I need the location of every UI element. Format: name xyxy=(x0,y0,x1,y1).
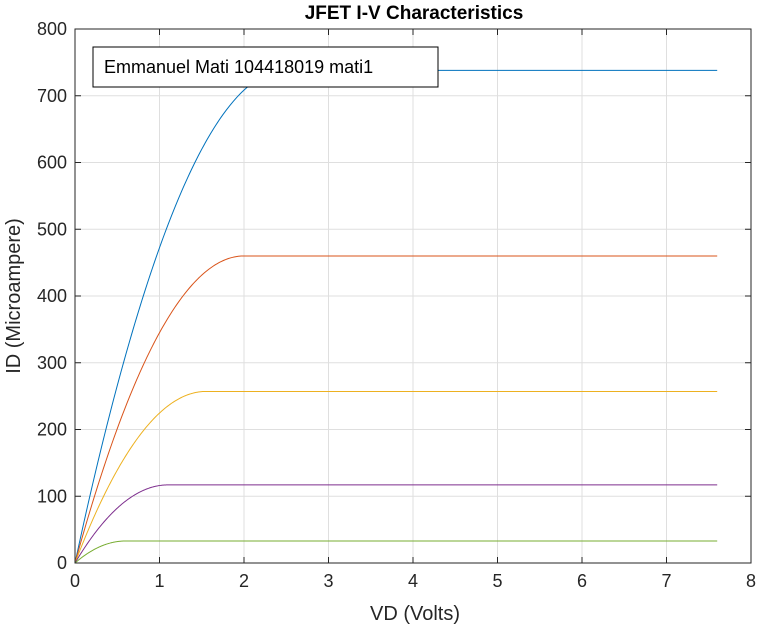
legend-entry: Emmanuel Mati 104418019 mati1 xyxy=(104,57,373,77)
y-axis-label: ID (Microampere) xyxy=(3,218,25,374)
x-tick-label: 4 xyxy=(408,571,418,591)
y-tick-label: 0 xyxy=(57,553,67,573)
legend: Emmanuel Mati 104418019 mati1 xyxy=(92,46,439,88)
series-line-5 xyxy=(74,540,718,564)
series-line-4 xyxy=(74,484,718,564)
y-tick-label: 200 xyxy=(37,420,67,440)
series-line-3 xyxy=(74,390,718,564)
y-tick-label: 600 xyxy=(37,153,67,173)
y-tick-label: 400 xyxy=(37,286,67,306)
legend-box xyxy=(92,46,439,88)
chart-title: JFET I-V Characteristics xyxy=(305,3,524,24)
y-tick-label: 100 xyxy=(37,486,67,506)
series-line-2 xyxy=(74,255,718,564)
x-tick-label: 8 xyxy=(746,571,756,591)
x-tick-label: 5 xyxy=(492,571,502,591)
x-axis-label: VD (Volts) xyxy=(370,603,460,625)
x-tick-label: 1 xyxy=(154,571,164,591)
y-tick-label: 500 xyxy=(37,219,67,239)
y-tick-label: 300 xyxy=(37,353,67,373)
x-tick-label: 7 xyxy=(661,571,671,591)
tick-marks xyxy=(74,28,752,564)
x-tick-label: 6 xyxy=(577,571,587,591)
x-tick-label: 2 xyxy=(239,571,249,591)
x-tick-label: 3 xyxy=(323,571,333,591)
x-tick-labels: 0 1 2 3 4 5 6 7 8 xyxy=(70,571,756,591)
y-tick-labels: 0 100 200 300 400 500 600 700 800 xyxy=(37,19,67,573)
y-tick-label: 800 xyxy=(37,19,67,39)
y-tick-label: 700 xyxy=(37,86,67,106)
x-tick-label: 0 xyxy=(70,571,80,591)
